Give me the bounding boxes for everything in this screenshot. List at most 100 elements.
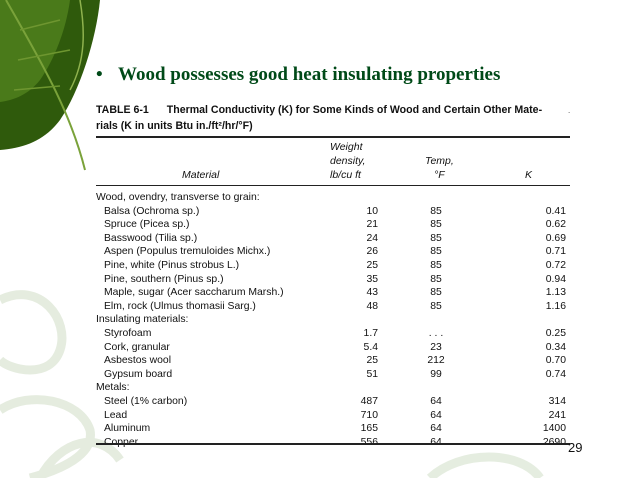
k-cell: 0.70: [545, 355, 566, 367]
k-cell: 0.25: [545, 327, 566, 339]
material-cell: Copper: [104, 436, 138, 450]
material-cell: Insulating materials:: [96, 314, 189, 326]
header-density-line1: Weight: [330, 141, 363, 153]
table-caption: TABLE 6-1 Thermal Conductivity (K) for So…: [96, 102, 574, 134]
table-row: Aspen (Populus tremuloides Michx.) 26 85 0.…: [96, 245, 576, 259]
k-cell: 241: [548, 409, 566, 421]
page-number: 29: [568, 440, 583, 455]
table-row: Balsa (Ochroma sp.) 10 85 0.41: [96, 205, 576, 219]
density-cell: 25: [366, 259, 378, 271]
k-cell: 0.69: [545, 232, 566, 244]
header-density: Weight density, lb/cu ft: [330, 140, 365, 182]
material-cell: Pine, white (Pinus strobus L.): [104, 259, 240, 271]
temp-cell: 99: [430, 368, 442, 380]
header-material: Material: [182, 169, 220, 181]
temp-cell: 64: [430, 395, 442, 407]
k-cell: 1.16: [545, 300, 566, 312]
density-cell: 25: [366, 355, 378, 367]
temp-cell: 85: [430, 205, 442, 217]
header-temp-line2: °F: [434, 169, 445, 181]
density-cell: 43: [366, 287, 378, 299]
table-row: Lead 710 64 241: [96, 409, 576, 423]
table-row: Cork, granular 5.4 23 0.34: [96, 341, 576, 355]
material-cell: Spruce (Picea sp.): [104, 219, 190, 231]
table-row: Basswood (Tilia sp.) 24 85 0.69: [96, 232, 576, 246]
table-bottom-rule: [96, 443, 570, 445]
temp-cell: 212: [427, 355, 445, 367]
temp-cell: 85: [430, 273, 442, 285]
material-cell: Elm, rock (Ulmus thomasii Sarg.): [104, 300, 256, 312]
temp-cell: 23: [430, 341, 442, 353]
leaf-icon: [0, 0, 100, 171]
table-row: Maple, sugar (Acer saccharum Marsh.) 43 85…: [96, 286, 576, 300]
k-cell: 0.71: [545, 246, 566, 258]
table-row: Copper 556 64 2690: [96, 436, 576, 450]
k-cell: 0.34: [545, 341, 566, 353]
temp-cell: 85: [430, 300, 442, 312]
table-row: Styrofoam 1.7 . . . 0.25: [96, 327, 576, 341]
k-cell: 2690: [496, 436, 566, 450]
material-cell: Metals:: [96, 382, 130, 394]
density-cell: 24: [366, 232, 378, 244]
table-top-rule: [96, 136, 570, 138]
material-cell: Gypsum board: [104, 368, 173, 380]
density-cell: 26: [366, 246, 378, 258]
k-cell: 0.74: [545, 368, 566, 380]
table-row: Elm, rock (Ulmus thomasii Sarg.) 48 85 1.16: [96, 300, 576, 314]
header-density-line3: lb/cu ft: [330, 169, 361, 181]
material-cell: Cork, granular: [104, 341, 170, 353]
density-cell: 35: [366, 273, 378, 285]
temp-cell: 85: [430, 232, 442, 244]
density-cell: 21: [366, 219, 378, 231]
header-density-line2: density,: [330, 155, 366, 167]
table-row: Steel (1% carbon) 487 64 314: [96, 395, 576, 409]
temp-cell: . . .: [428, 327, 444, 339]
density-cell: 556: [328, 436, 378, 450]
material-cell: Lead: [104, 409, 128, 421]
table-row: Aluminum 165 64 1400: [96, 422, 576, 436]
material-cell: Basswood (Tilia sp.): [104, 232, 198, 244]
density-cell: 487: [360, 395, 378, 407]
bullet-symbol: •: [96, 64, 103, 85]
stray-mark: .: [568, 106, 571, 115]
material-cell: Pine, southern (Pinus sp.): [104, 273, 224, 285]
density-cell: 710: [360, 409, 378, 421]
density-cell: 51: [366, 368, 378, 380]
density-cell: 165: [360, 423, 378, 435]
material-cell: Asbestos wool: [104, 355, 171, 367]
table-row: Pine, southern (Pinus sp.) 35 85 0.94: [96, 273, 576, 287]
table-caption-line1: Thermal Conductivity (K) for Some Kinds …: [166, 104, 543, 116]
material-cell: Steel (1% carbon): [104, 395, 188, 407]
k-cell: 0.72: [545, 259, 566, 271]
header-temp: Temp, °F: [425, 154, 454, 182]
temp-cell: 64: [416, 436, 456, 450]
k-cell: 0.41: [545, 205, 566, 217]
density-cell: 48: [366, 300, 378, 312]
table-body: Wood, ovendry, transverse to grain: Balsa…: [96, 191, 576, 449]
material-cell: Maple, sugar (Acer saccharum Marsh.): [104, 287, 284, 299]
temp-cell: 85: [430, 287, 442, 299]
header-k: K: [525, 169, 533, 181]
table-row: Insulating materials:: [96, 313, 576, 327]
material-cell: Aspen (Populus tremuloides Michx.): [104, 246, 271, 258]
temp-cell: 64: [430, 409, 442, 421]
material-cell: Aluminum: [104, 423, 151, 435]
table-row: Metals:: [96, 381, 576, 395]
k-cell: 1.13: [545, 287, 566, 299]
bullet-text: Wood possesses good heat insulating prop…: [118, 64, 501, 85]
table-row: Gypsum board 51 99 0.74: [96, 368, 576, 382]
table-row: Wood, ovendry, transverse to grain:: [96, 191, 576, 205]
table-caption-line2: rials (K in units Btu in./ft²/hr/°F): [96, 120, 253, 132]
bullet-heading: • Wood possesses good heat insulating pro…: [96, 64, 500, 86]
material-cell: Balsa (Ochroma sp.): [104, 205, 200, 217]
density-cell: 5.4: [363, 341, 378, 353]
table-number: TABLE 6-1: [96, 104, 149, 116]
k-cell: 0.62: [545, 219, 566, 231]
k-cell: 314: [548, 395, 566, 407]
density-cell: 1.7: [363, 327, 378, 339]
material-cell: Wood, ovendry, transverse to grain:: [96, 192, 260, 203]
header-rule: [96, 185, 570, 186]
table-row: Spruce (Picea sp.) 21 85 0.62: [96, 218, 576, 232]
material-cell: Styrofoam: [104, 327, 152, 339]
k-cell: 1400: [542, 423, 566, 435]
